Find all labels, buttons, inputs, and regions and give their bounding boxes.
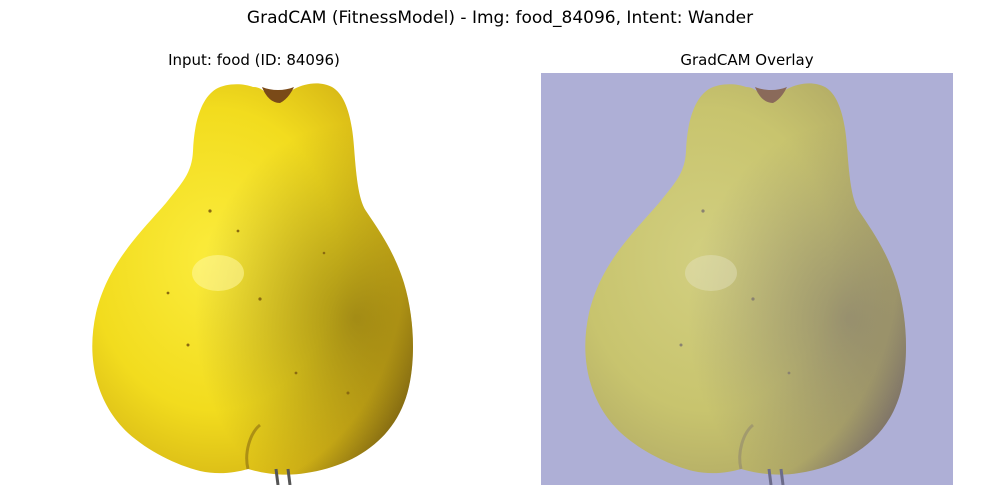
overlay-panel-title: GradCAM Overlay — [680, 51, 814, 69]
input-image — [48, 73, 460, 485]
fruit-shape — [92, 83, 414, 485]
fruit-overlay — [585, 83, 906, 485]
fruit-photo — [92, 83, 414, 485]
input-panel-title: Input: food (ID: 84096) — [168, 51, 340, 69]
gradcam-overlay-image — [541, 73, 953, 485]
fruit-shape-tinted — [585, 83, 906, 485]
figure-title: GradCAM (FitnessModel) - Img: food_84096… — [246, 8, 754, 28]
